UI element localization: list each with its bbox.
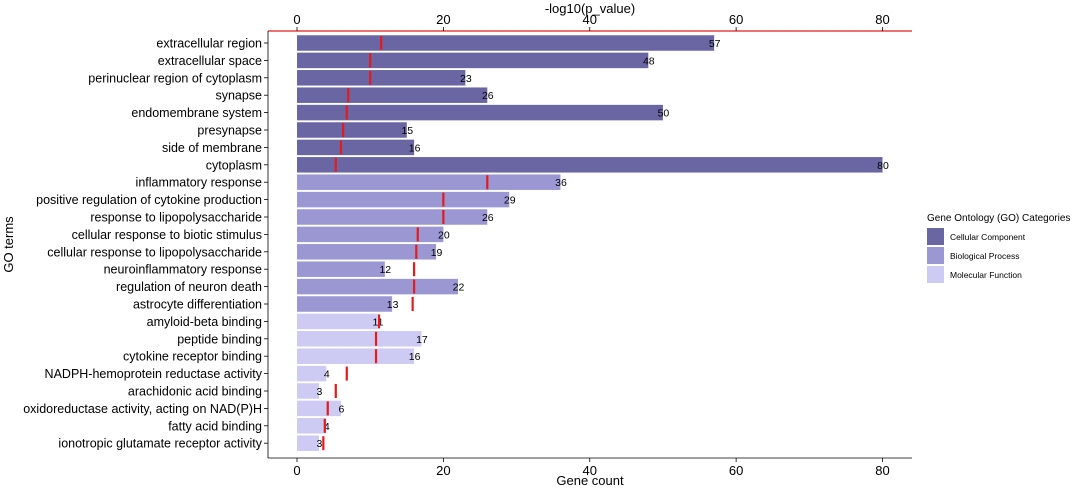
bar [297, 174, 561, 190]
bar [297, 261, 385, 277]
bar [297, 122, 407, 138]
bottom-tick-label: 40 [583, 463, 597, 478]
count-label: 3 [317, 386, 323, 398]
y-tick-label: arachidonic acid binding [128, 385, 262, 399]
bar [297, 383, 319, 399]
bar [297, 226, 444, 243]
count-label: 6 [338, 403, 344, 415]
bottom-axis-title: Gene count [556, 473, 624, 488]
y-tick-label: ionotropic glutamate receptor activity [58, 437, 262, 451]
plot-area: 0 20 40 60 80 0 20 40 60 80 extracellular region 57… [23, 12, 912, 478]
bar [297, 244, 437, 260]
count-label: 57 [709, 38, 721, 50]
count-label: 36 [555, 177, 567, 189]
bar [297, 87, 488, 103]
count-label: 23 [460, 73, 472, 85]
bar [297, 104, 663, 121]
bar [297, 418, 327, 434]
y-tick-label: presynapse [197, 124, 262, 138]
bar [297, 209, 488, 225]
legend-title: Gene Ontology (GO) Categories [927, 213, 1070, 224]
y-tick-label: response to lipopolysaccharide [90, 211, 262, 225]
y-tick-label: amyloid-beta binding [147, 315, 262, 329]
count-label: 17 [416, 334, 428, 346]
bar [297, 52, 649, 69]
bar [297, 435, 319, 451]
y-tick-label: synapse [215, 89, 262, 103]
bar [297, 35, 715, 51]
y-tick-label: NADPH-hemoprotein reductase activity [45, 367, 263, 381]
y-tick-label: neuroinflammatory response [104, 263, 262, 277]
y-tick-label: inflammatory response [136, 176, 262, 190]
legend-label: Biological Process [950, 251, 1019, 261]
top-tick-label: 80 [875, 12, 889, 27]
bar [297, 296, 393, 312]
y-tick-label: oxidoreductase activity, acting on NAD(P… [23, 402, 262, 416]
legend-key [927, 247, 944, 264]
y-tick-label: cytokine receptor binding [123, 350, 262, 364]
bottom-tick-label: 0 [293, 463, 300, 478]
y-tick-label: regulation of neuron death [116, 280, 262, 294]
count-label: 50 [658, 108, 670, 120]
y-tick-label: cellular response to biotic stimulus [72, 228, 262, 242]
y-tick-label: peptide binding [177, 332, 262, 346]
bottom-tick-label: 20 [436, 463, 450, 478]
y-tick-label: endomembrane system [131, 106, 262, 120]
bar [297, 400, 341, 417]
count-label: 12 [379, 264, 391, 276]
y-tick-label: cellular response to lipopolysaccharide [47, 245, 262, 259]
bar [297, 348, 415, 364]
top-tick-label: 0 [293, 12, 300, 27]
count-label: 26 [482, 90, 494, 102]
count-label: 48 [643, 55, 655, 67]
count-label: 15 [401, 125, 413, 137]
count-label: 19 [431, 247, 443, 259]
legend: Gene Ontology (GO) Categories Cellular C… [927, 213, 1070, 283]
bar [297, 331, 422, 347]
y-tick-label: astrocyte differentiation [133, 298, 262, 312]
top-tick-label: 60 [729, 12, 743, 27]
y-tick-label: cytoplasm [206, 158, 262, 172]
bottom-tick-label: 80 [875, 463, 889, 478]
legend-label: Cellular Component [950, 232, 1026, 242]
bar [297, 139, 415, 156]
y-tick-label: side of membrane [162, 141, 262, 155]
bottom-tick-label: 60 [729, 463, 743, 478]
y-tick-label: fatty acid binding [168, 419, 262, 433]
count-label: 16 [409, 351, 421, 363]
bar [297, 278, 459, 295]
count-label: 26 [482, 212, 494, 224]
count-label: 80 [877, 160, 889, 172]
y-tick-label: positive regulation of cytokine producti… [36, 193, 262, 207]
count-label: 3 [317, 438, 323, 450]
legend-label: Molecular Function [950, 270, 1022, 280]
legend-key [927, 266, 944, 283]
top-tick-label: 40 [583, 12, 597, 27]
y-tick-label: extracellular space [158, 54, 262, 68]
y-tick-label: extracellular region [156, 37, 262, 51]
count-label: 4 [324, 421, 330, 433]
count-label: 13 [387, 299, 399, 311]
count-label: 22 [453, 282, 465, 294]
count-label: 16 [409, 142, 421, 154]
count-label: 20 [438, 229, 450, 241]
bar [297, 70, 466, 86]
bar [297, 191, 510, 208]
bar [297, 313, 378, 330]
y-axis-title: GO terms [1, 216, 16, 273]
legend-key [927, 228, 944, 245]
count-label: 29 [504, 195, 516, 207]
top-tick-label: 20 [436, 12, 450, 27]
y-tick-label: perinuclear region of cytoplasm [88, 71, 262, 85]
bar [297, 157, 883, 173]
bar [297, 365, 327, 382]
top-axis-title: -log10(p_value) [545, 1, 635, 16]
count-label: 4 [324, 369, 330, 381]
